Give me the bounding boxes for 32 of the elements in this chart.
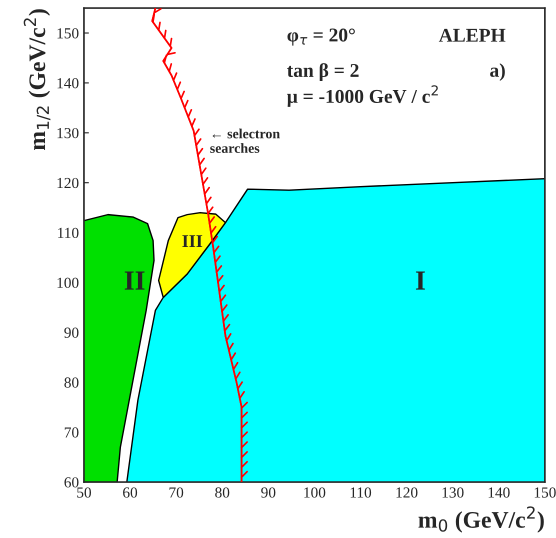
- series-label: I: [416, 271, 425, 290]
- x-tick-label: 140: [488, 487, 510, 498]
- x-tick-label: 100: [304, 487, 326, 498]
- x-tick-label: 80: [215, 487, 230, 498]
- annotation: ALEPH: [438, 28, 506, 42]
- y-tick-label: 120: [58, 178, 79, 188]
- y-tick-label: 150: [58, 28, 79, 38]
- y-tick-label: 70: [64, 427, 79, 438]
- y-tick-label: 100: [58, 278, 79, 288]
- annotation: μ = -1000 GeV / c$^{2}$: [287, 85, 438, 107]
- y-tick-label: 130: [58, 128, 79, 138]
- y-tick-label: 110: [58, 228, 79, 238]
- y-tick-label: 80: [64, 377, 79, 388]
- annotation: φ$_{τ}$ = 20°: [287, 28, 355, 46]
- y-axis-title: m$_{1/2}$ (GeV/c$^{2}$): [24, 9, 50, 150]
- x-axis-title: m$_{0}$ (GeV/c$^{2}$): [418, 506, 544, 533]
- y-tick-label: 60: [64, 477, 79, 488]
- x-tick-label: 130: [442, 487, 464, 498]
- annotation: tan β = 2: [287, 63, 359, 81]
- annotation: a): [490, 63, 505, 81]
- y-tick-label: 90: [64, 328, 79, 338]
- x-tick-label: 60: [123, 487, 138, 498]
- x-tick-label: 110: [350, 487, 372, 498]
- annotation: ← selectron searches: [210, 128, 280, 153]
- series-label: III: [182, 235, 202, 248]
- x-tick-label: 90: [261, 487, 276, 498]
- x-tick-label: 50: [77, 487, 92, 498]
- x-tick-label: 70: [170, 487, 184, 498]
- x-tick-label: 120: [396, 487, 418, 498]
- x-tick-label: 150: [534, 487, 556, 498]
- series-label: II: [124, 271, 145, 290]
- y-tick-label: 140: [58, 78, 79, 88]
